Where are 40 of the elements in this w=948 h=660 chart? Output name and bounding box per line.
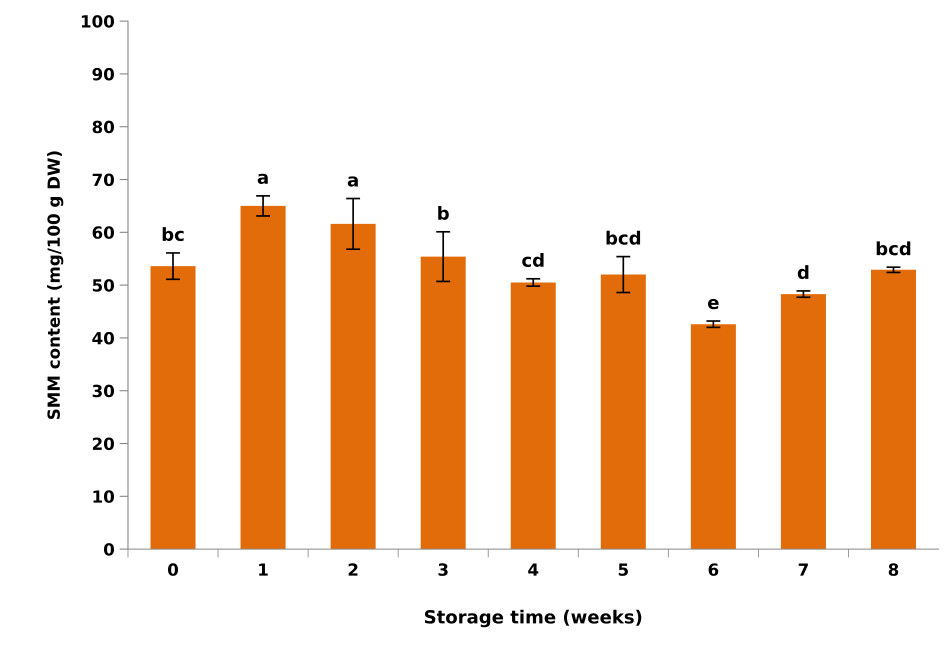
y-tick-label: 80 — [92, 120, 114, 134]
annotation: bcd — [876, 241, 910, 256]
annotation: b — [438, 206, 449, 220]
bar — [330, 224, 376, 550]
x-axis-title: Storage time (weeks) — [424, 610, 642, 628]
x-tick-label: 8 — [888, 563, 898, 576]
x-tick-label: 1 — [259, 564, 268, 576]
x-tick-label: 3 — [438, 563, 448, 576]
annotation: bcd — [606, 230, 640, 245]
bar — [690, 324, 736, 550]
y-tick-label: 40 — [92, 332, 114, 344]
x-tick-label: 0 — [168, 563, 178, 576]
y-tick-label: 20 — [92, 437, 114, 450]
bar — [510, 282, 556, 550]
bar — [870, 270, 916, 550]
annotation: a — [258, 174, 268, 184]
x-tick-label: 2 — [348, 563, 358, 576]
annotation: bc — [162, 227, 184, 242]
x-tick-label: 5 — [618, 564, 628, 576]
y-tick-label: 100 — [82, 15, 114, 28]
y-tick-label: 30 — [92, 384, 114, 398]
annotation: e — [708, 298, 719, 310]
bar — [600, 274, 646, 550]
bar — [150, 266, 196, 550]
y-axis-title: SMM content (mg/100 g DW) — [47, 151, 64, 420]
x-tick-label: 4 — [528, 564, 538, 576]
bar — [420, 256, 466, 550]
annotation: a — [348, 176, 358, 187]
y-tick-label: 0 — [104, 543, 114, 556]
bar — [240, 206, 286, 550]
y-tick-label: 90 — [92, 68, 114, 80]
x-tick-label: 7 — [798, 564, 808, 576]
y-tick-label: 60 — [92, 226, 114, 239]
y-tick-label: 10 — [93, 490, 114, 503]
bar — [780, 294, 826, 550]
y-tick-label: 70 — [92, 173, 114, 186]
y-tick-label: 50 — [92, 279, 114, 292]
annotation: d — [798, 265, 808, 280]
annotation: cd — [522, 252, 544, 267]
x-tick-label: 6 — [708, 563, 718, 576]
